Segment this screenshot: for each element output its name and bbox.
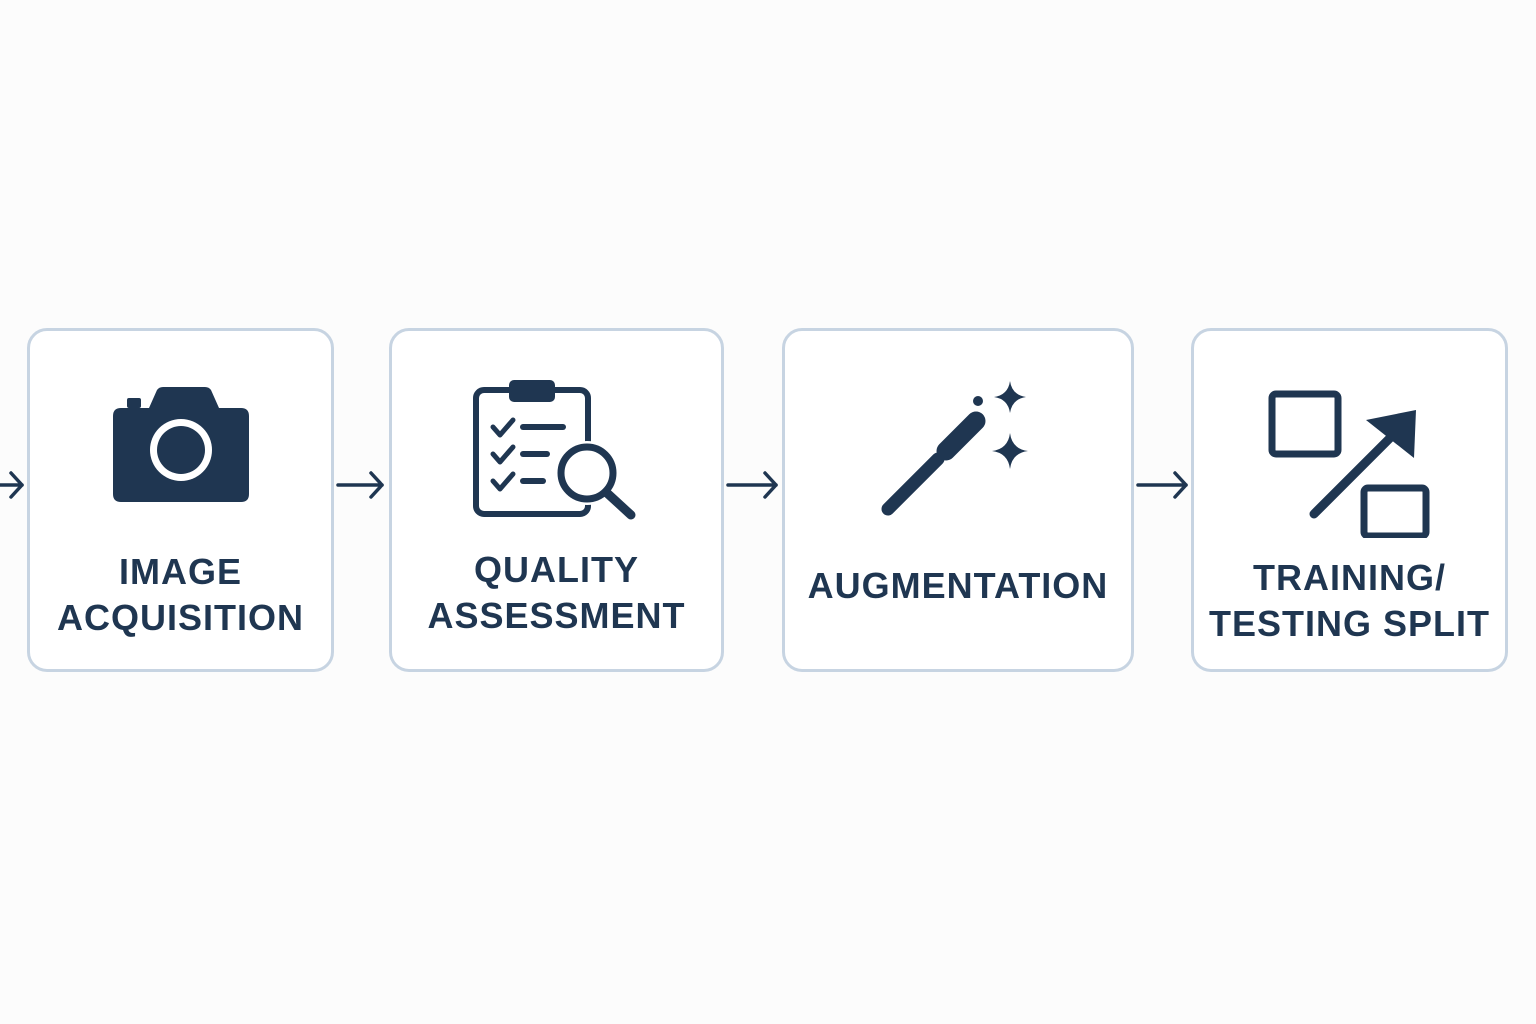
step-card-quality-assessment: QUALITY ASSESSMENT — [389, 328, 724, 672]
step-label: TRAINING/ TESTING SPLIT — [1208, 557, 1490, 644]
step-card-training-testing-split: TRAINING/ TESTING SPLIT — [1191, 328, 1508, 672]
magic-wand-icon — [881, 381, 1028, 516]
flow-arrow — [336, 471, 384, 499]
step-card-image-acquisition: IMAGE ACQUISITION — [27, 328, 334, 672]
step-label: QUALITY ASSESSMENT — [427, 549, 686, 636]
camera-icon — [112, 387, 249, 502]
step-card-augmentation: AUGMENTATION — [782, 328, 1134, 672]
flow-arrow — [726, 471, 778, 499]
step-label: IMAGE ACQUISITION — [56, 551, 304, 638]
step-label: AUGMENTATION — [807, 565, 1109, 606]
split-arrow-icon — [1268, 390, 1429, 538]
incoming-arrow — [0, 471, 24, 499]
flow-arrow — [1136, 471, 1188, 499]
clipboard-magnifier-icon — [472, 380, 635, 520]
